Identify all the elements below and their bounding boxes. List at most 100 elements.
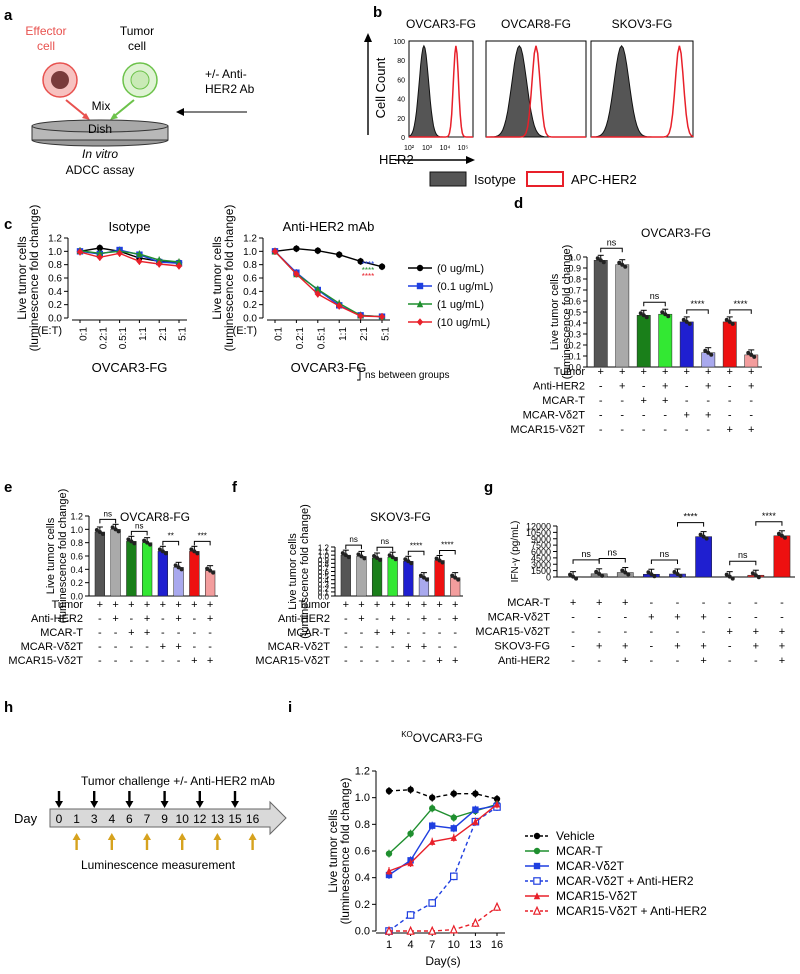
legend-label: (0 ug/mL) <box>437 263 484 275</box>
y-tick-label: 0.4 <box>70 565 83 575</box>
panel-d: OVCAR3-FG 0.00.10.20.30.40.50.60.70.80.91… <box>510 226 762 436</box>
table-cell: + <box>619 366 625 378</box>
plot-title: KOOVCAR3-FG <box>401 730 483 745</box>
table-cell: - <box>453 641 457 653</box>
y-tick-label: 12000 <box>526 522 551 532</box>
data-point <box>336 302 343 310</box>
significance-bracket <box>407 550 425 556</box>
data-point <box>641 313 646 318</box>
series-line <box>274 250 383 318</box>
significance-bracket <box>677 522 705 527</box>
table-cell: + <box>727 626 733 638</box>
legend-marker <box>533 847 541 855</box>
data-point <box>428 899 437 907</box>
y-tick-label: 1.1 <box>318 548 330 557</box>
y-axis-label: IFN-γ (pg/mL) <box>510 521 521 583</box>
bar <box>773 535 791 578</box>
data-point <box>211 570 216 575</box>
data-point <box>116 249 123 258</box>
panel-letter-a: a <box>4 7 13 24</box>
day-tick-label: 0 <box>56 812 63 826</box>
day-tick-label: 9 <box>161 812 168 826</box>
y-tick-label: 0.0 <box>243 314 257 325</box>
x-axis-label: Day(s) <box>425 954 460 968</box>
table-cell: - <box>208 627 212 639</box>
data-point <box>160 549 165 554</box>
arrow-icon <box>111 99 135 119</box>
table-cell: - <box>161 655 165 667</box>
data-point <box>157 547 162 552</box>
panel-c: Isotype 0.0 0.2 0.4 0.6 0.8 1.0 1.2 0:1 0.2:1 0.5:… <box>15 205 493 381</box>
table-row-label: MCAR-T <box>507 597 550 609</box>
table-cell: + <box>648 612 654 624</box>
data-point <box>472 817 479 825</box>
table-cell: + <box>358 613 364 625</box>
table-cell: - <box>780 597 784 609</box>
y-axis-label: Live tumor cells <box>15 236 29 319</box>
data-point <box>406 925 415 935</box>
table-row-label: Tumor <box>554 366 586 378</box>
bar <box>403 561 414 597</box>
table-cell: + <box>748 366 754 378</box>
y-axis-label: Live tumor cells <box>210 236 224 319</box>
y-tick-label: 0.8 <box>70 538 83 548</box>
data-point <box>314 247 321 254</box>
y-tick-label: 1.0 <box>70 525 83 535</box>
y-tick-label: 20 <box>397 116 405 123</box>
arrowhead-icon <box>213 833 222 840</box>
table-row-label: MCAR-Vδ2T <box>21 641 84 653</box>
table-cell: - <box>375 613 379 625</box>
legend-marker <box>533 877 541 885</box>
y-tick-label: 0.9 <box>318 556 330 565</box>
data-point <box>638 311 643 316</box>
data-point <box>746 350 751 355</box>
bar <box>126 541 137 597</box>
significance-bracket <box>162 540 180 546</box>
table-cell: - <box>145 641 149 653</box>
data-point <box>429 837 436 845</box>
y-tick-label: 0.0 <box>355 926 370 938</box>
table-cell: + <box>619 381 625 393</box>
data-point <box>390 555 395 560</box>
data-point <box>126 537 131 542</box>
arrowhead-icon <box>90 801 99 808</box>
table-cell: + <box>175 613 181 625</box>
table-row-label: MCAR15-Vδ2T <box>475 626 550 638</box>
data-point <box>703 348 708 353</box>
data-point <box>372 554 377 559</box>
effector-nucleus-icon <box>51 71 69 89</box>
significance-bracket <box>439 549 456 555</box>
table-cell: + <box>389 599 395 611</box>
table-row-label: MCAR-T <box>40 627 83 639</box>
table-cell: - <box>597 655 601 667</box>
data-point <box>175 258 183 266</box>
significance-bracket <box>729 309 752 314</box>
table-cell: + <box>622 641 628 653</box>
x-axis-label: HER2 <box>379 152 414 167</box>
table-cell: - <box>728 381 732 393</box>
y-tick-label: 0.9 <box>568 264 581 274</box>
data-point <box>472 806 479 813</box>
table-cell: - <box>650 626 654 638</box>
table-cell: - <box>98 655 102 667</box>
significance-bracket <box>345 544 362 550</box>
table-cell: - <box>161 627 165 639</box>
day-tick-label: 12 <box>193 812 207 826</box>
isotype-histogram <box>590 44 693 138</box>
day-tick-label: 7 <box>144 812 151 826</box>
significance-label: **** <box>362 266 374 275</box>
data-point <box>724 317 729 322</box>
data-point <box>293 270 300 278</box>
legend-marker <box>533 862 541 870</box>
legend-label: MCAR-T <box>556 844 603 858</box>
data-point <box>568 572 573 577</box>
apc-her2-legend-swatch <box>526 171 564 187</box>
data-point <box>176 565 181 570</box>
table-row-label: MCAR-Vδ2T <box>488 612 551 624</box>
data-point <box>97 530 102 534</box>
table-cell: - <box>749 410 753 422</box>
y-tick-label: 0.5 <box>318 572 330 581</box>
y-tick-label: 1.2 <box>318 544 330 553</box>
data-point <box>346 555 351 560</box>
